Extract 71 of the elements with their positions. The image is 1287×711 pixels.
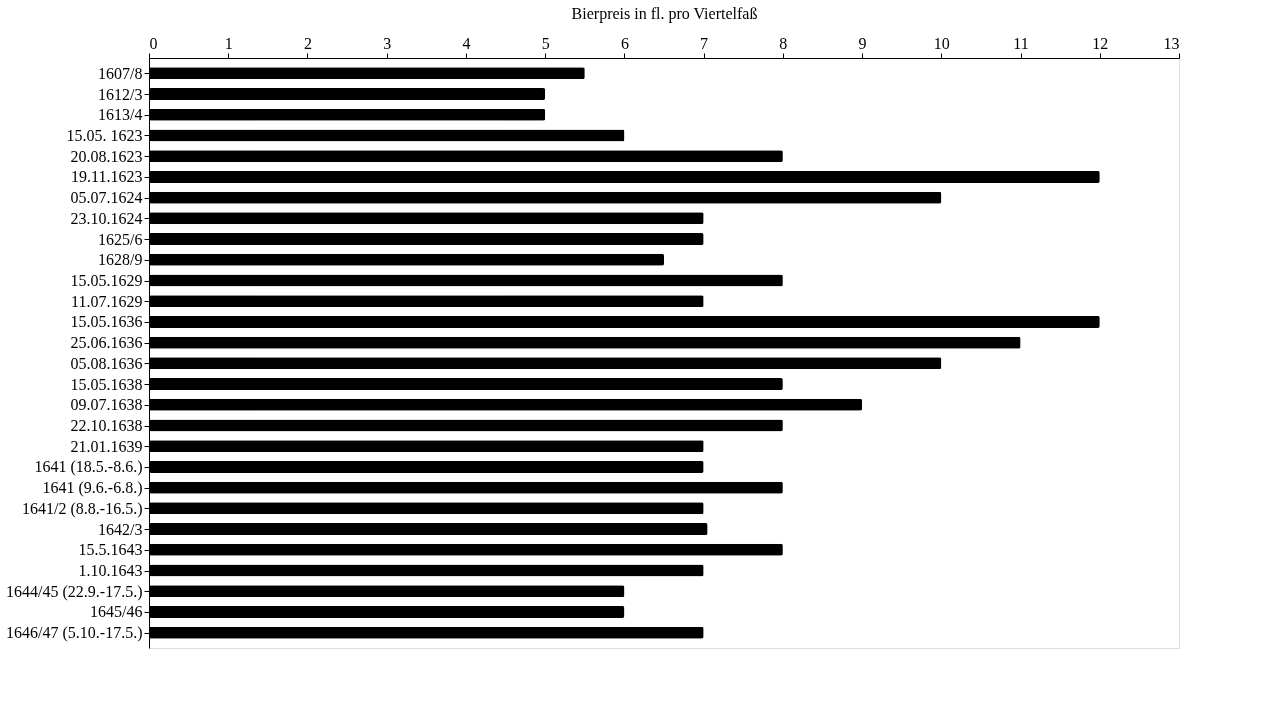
bar xyxy=(149,108,546,121)
y-tick-label: 05.08.1636 xyxy=(70,354,143,372)
x-tick-label: 1 xyxy=(224,34,233,52)
y-tick-label: 1625/6 xyxy=(98,230,143,248)
bar xyxy=(149,67,585,80)
bar xyxy=(149,170,1100,183)
y-tick-label: 25.06.1636 xyxy=(70,334,143,352)
y-tick-label: 23.10.1624 xyxy=(70,209,143,227)
x-tick-label: 0 xyxy=(149,34,158,52)
bar xyxy=(149,585,625,598)
x-tick-label: 9 xyxy=(858,34,867,52)
y-tick-label: 05.07.1624 xyxy=(70,189,143,207)
bar xyxy=(149,212,704,225)
y-tick-label: 1642/3 xyxy=(98,520,143,538)
y-tick-label: 1646/47 (5.10.-17.5.) xyxy=(6,624,143,643)
bar xyxy=(149,88,546,101)
y-tick-label: 1.10.1643 xyxy=(78,562,143,579)
y-tick-label: 19.11.1623 xyxy=(71,168,143,186)
y-tick-label: 15.05.1629 xyxy=(70,272,143,289)
bar xyxy=(149,523,708,536)
bar xyxy=(149,398,863,411)
x-tick-label: 7 xyxy=(700,34,709,52)
y-tick-label: 22.10.1638 xyxy=(70,417,143,434)
bar xyxy=(149,233,704,246)
bar xyxy=(149,253,664,266)
y-tick-label: 1641 (18.5.-8.6.) xyxy=(34,458,143,477)
y-tick-label: 1641 (9.6.-6.8.) xyxy=(42,479,143,498)
bar xyxy=(149,419,783,432)
bar xyxy=(149,274,783,287)
bar xyxy=(149,150,783,163)
bar xyxy=(149,481,783,494)
bar xyxy=(149,502,704,515)
bar xyxy=(149,440,704,453)
x-tick-label: 3 xyxy=(383,34,392,52)
y-tick-label: 1613/4 xyxy=(98,106,143,124)
bar xyxy=(149,605,625,618)
bar xyxy=(149,460,704,473)
bar xyxy=(149,626,704,639)
y-tick-label: 15.05.1638 xyxy=(70,375,143,393)
y-tick-label: 15.05. 1623 xyxy=(66,127,143,144)
y-tick-label: 15.05.1636 xyxy=(70,313,143,331)
y-tick-label: 1644/45 (22.9.-17.5.) xyxy=(6,582,143,601)
y-tick-label: 1612/3 xyxy=(98,85,143,103)
y-tick-label: 21.01.1639 xyxy=(70,437,143,455)
y-tick-label: 1645/46 xyxy=(90,603,143,621)
y-tick-label: 1641/2 (8.8.-16.5.) xyxy=(22,499,143,518)
x-tick-label: 10 xyxy=(933,34,950,52)
x-tick-label: 2 xyxy=(303,34,312,52)
y-tick-label: 1607/8 xyxy=(98,64,143,82)
bar xyxy=(149,191,942,204)
x-tick-label: 12 xyxy=(1092,34,1109,52)
bar xyxy=(149,357,942,370)
x-tick-label: 4 xyxy=(462,34,471,52)
x-tick-label: 6 xyxy=(620,34,629,52)
x-tick-label: 5 xyxy=(541,34,550,52)
y-tick-label: 11.07.1629 xyxy=(71,292,143,310)
bar xyxy=(149,543,783,556)
bar xyxy=(149,378,783,391)
bar xyxy=(149,315,1100,328)
x-tick-label: 8 xyxy=(779,34,788,52)
x-tick-label: 11 xyxy=(1013,34,1029,52)
y-tick-label: 1628/9 xyxy=(98,251,143,269)
y-tick-label: 09.07.1638 xyxy=(70,396,143,414)
bar xyxy=(149,129,625,142)
x-tick-label: 13 xyxy=(1163,34,1180,52)
y-tick-label: 20.08.1623 xyxy=(70,147,143,165)
bar xyxy=(149,295,704,308)
bar xyxy=(149,564,704,577)
y-tick-label: 15.5.1643 xyxy=(78,541,143,559)
x-axis-title: Bierpreis in fl. pro Viertelfaß xyxy=(571,4,758,23)
bar xyxy=(149,336,1021,349)
